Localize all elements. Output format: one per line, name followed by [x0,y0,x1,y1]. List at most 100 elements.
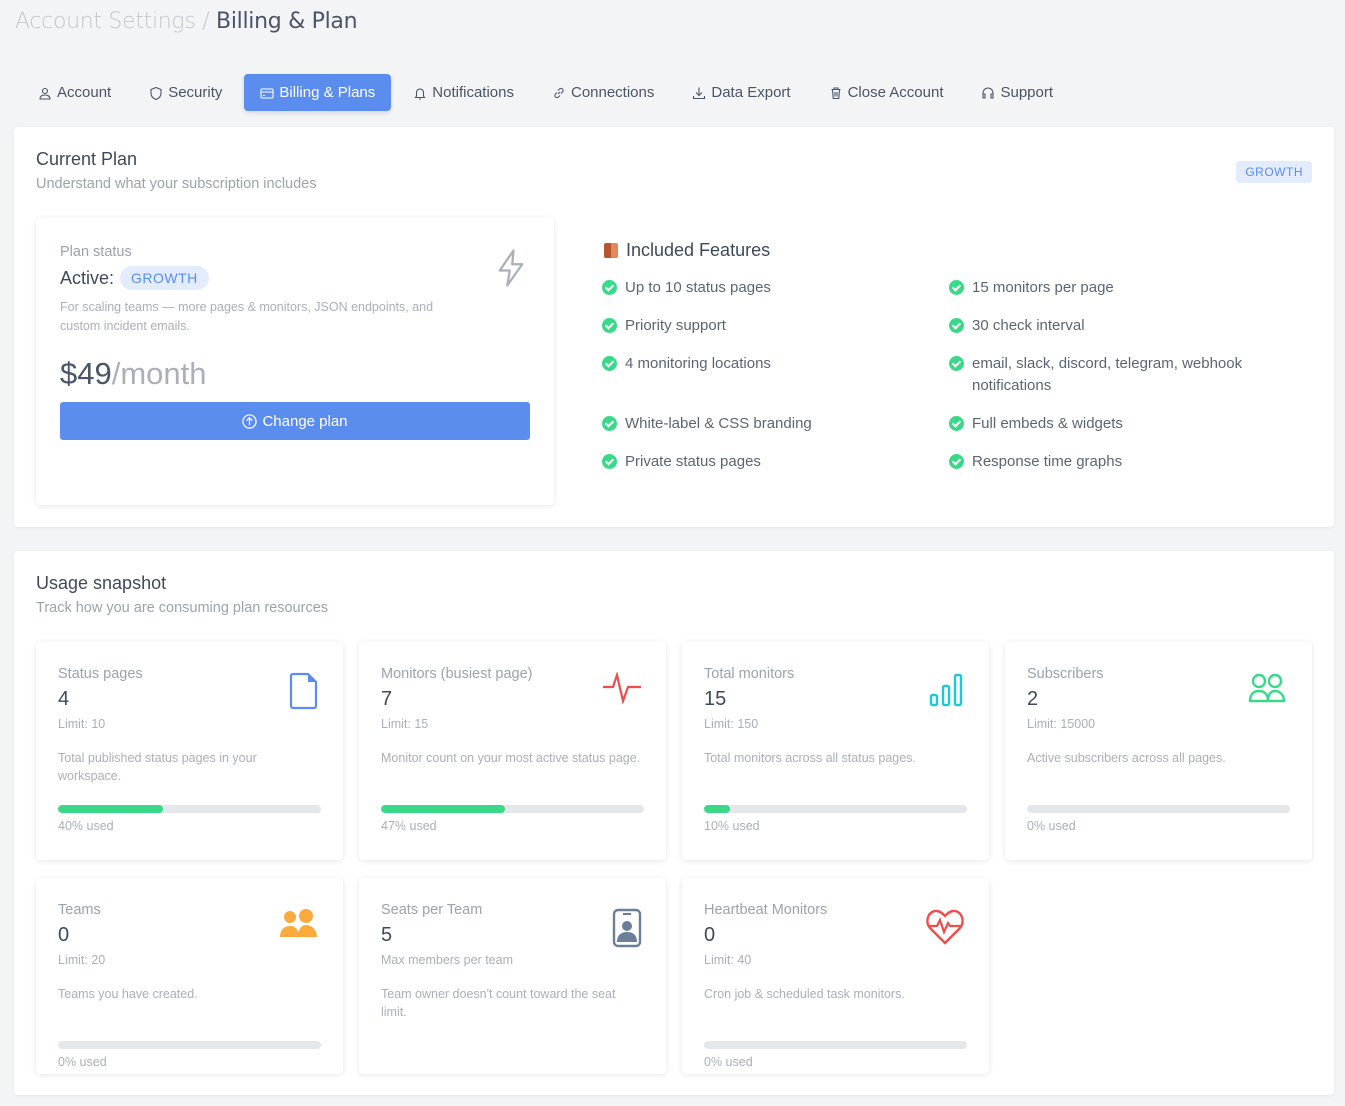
feature-label: email, slack, discord, telegram, webhook… [972,355,1243,394]
usage-note: Team owner doesn't count toward the seat… [381,987,616,1019]
breadcrumb-separator: / [202,9,210,34]
usage-description: Cron job & scheduled task monitors. [704,987,905,1001]
usage-percent: 40% used [58,819,114,833]
feature-label: Full embeds & widgets [972,415,1123,432]
usage-value: 2 [1027,688,1039,710]
section-subtitle: Understand what your subscription includ… [36,176,317,192]
team-icon [279,908,319,945]
tab-security[interactable]: Security [133,74,238,111]
tab-label: Account [57,84,112,101]
plan-status-box: Plan status Active: GROWTH For scaling te… [36,218,554,505]
id-badge-icon [612,908,642,953]
tab-billing-plans[interactable]: Billing & Plans [244,74,392,111]
pulse-icon [602,670,642,709]
usage-value: 4 [58,688,70,710]
feature-item: Private status pages [602,445,949,483]
usage-value: 0 [58,924,70,946]
usage-limit: Limit: 40 [704,953,752,967]
feature-label: Priority support [625,317,726,334]
usage-progress-bar [58,805,321,813]
feature-label: Up to 10 status pages [625,279,771,296]
feature-item: Priority support [602,309,949,347]
usage-progress-fill [704,805,731,813]
feature-item: 30 check interval [949,309,1296,347]
feature-label: 15 monitors per page [972,279,1114,296]
plan-name-pill: GROWTH [120,266,209,290]
feature-label: 4 monitoring locations [625,355,771,372]
plan-status-label: Plan status [60,244,132,260]
usage-percent: 0% used [58,1055,107,1069]
usage-description: Total monitors across all status pages. [704,751,916,765]
usage-description: Total published status pages in your wor… [58,751,257,783]
usage-value: 5 [381,924,393,946]
tab-data-export[interactable]: Data Export [676,74,806,111]
check-circle-icon [949,356,964,371]
tab-close-account[interactable]: Close Account [813,74,960,111]
feature-label: 30 check interval [972,317,1085,334]
usage-card-seats-per-team: Seats per Team 5 Max members per team Team… [359,878,666,1074]
change-plan-button[interactable]: Change plan [60,402,530,440]
bell-icon [414,87,426,100]
usage-percent: 10% used [704,819,760,833]
feature-item: Response time graphs [949,445,1296,483]
usage-card-monitors-busiest-page: Monitors (busiest page) 7 Limit: 15 Monito… [359,642,666,860]
usage-card-teams: Teams 0 Limit: 20 Teams you have created. … [36,878,343,1074]
usage-snapshot-card: Usage snapshot Track how you are consumi… [14,551,1334,1095]
usage-description: Teams you have created. [58,987,198,1001]
tab-account[interactable]: Account [22,74,127,111]
bar-chart-icon [929,672,965,713]
section-title: Current Plan [36,149,138,169]
usage-card-total-monitors: Total monitors 15 Limit: 150 Total monitor… [682,642,989,860]
usage-value: 7 [381,688,393,710]
settings-tabs: Account Security Billing & Plans Notificati… [22,74,1075,111]
usage-title: Seats per Team [381,902,483,918]
feature-item: email, slack, discord, telegram, webhook… [949,347,1296,407]
features-title: Included Features [626,240,771,260]
usage-percent: 0% used [704,1055,753,1069]
section-subtitle: Track how you are consuming plan resourc… [36,600,329,616]
tab-label: Connections [570,84,655,101]
usage-description: Monitor count on your most active status… [381,751,641,765]
included-features: Included Features Up to 10 status pages 1… [602,240,1302,483]
usage-percent: 47% used [381,819,437,833]
plan-period: /month [111,356,207,391]
usage-progress-bar [704,1041,967,1049]
feature-item: Full embeds & widgets [949,407,1296,445]
package-icon [604,243,618,258]
users-icon [1248,672,1288,709]
usage-card-status-pages: Status pages 4 Limit: 10 Total published s… [36,642,343,860]
usage-progress-bar [58,1041,321,1049]
usage-title: Teams [58,902,101,918]
current-plan-card: Current Plan Understand what your subscr… [14,127,1334,527]
file-icon [289,672,319,715]
usage-progress-bar [704,805,967,813]
tab-connections[interactable]: Connections [536,74,670,111]
usage-progress-fill [58,805,164,813]
tab-notifications[interactable]: Notifications [397,74,530,111]
check-circle-icon [949,416,964,431]
tab-support[interactable]: Support [965,74,1069,111]
usage-limit: Limit: 150 [704,717,759,731]
usage-card-subscribers: Subscribers 2 Limit: 15000 Active subscrib… [1005,642,1312,860]
usage-limit: Limit: 15000 [1027,717,1096,731]
usage-description: Active subscribers across all pages. [1027,751,1226,765]
usage-description: Max members per team [381,953,513,967]
active-label: Active: [60,267,115,288]
check-circle-icon [949,454,964,469]
check-circle-icon [602,416,617,431]
check-circle-icon [602,318,617,333]
breadcrumb-parent[interactable]: Account Settings [15,9,196,34]
usage-progress-bar [1027,805,1290,813]
tab-label: Security [168,84,223,101]
tab-label: Close Account [847,84,944,101]
usage-value: 15 [704,688,727,710]
download-icon [693,87,706,99]
usage-limit: Limit: 20 [58,953,106,967]
usage-title: Status pages [58,666,143,682]
usage-title: Heartbeat Monitors [704,902,828,918]
usage-progress-fill [381,805,505,813]
tab-label: Data Export [711,84,791,101]
check-circle-icon [602,454,617,469]
feature-item: 4 monitoring locations [602,347,949,407]
trash-icon [831,86,841,99]
